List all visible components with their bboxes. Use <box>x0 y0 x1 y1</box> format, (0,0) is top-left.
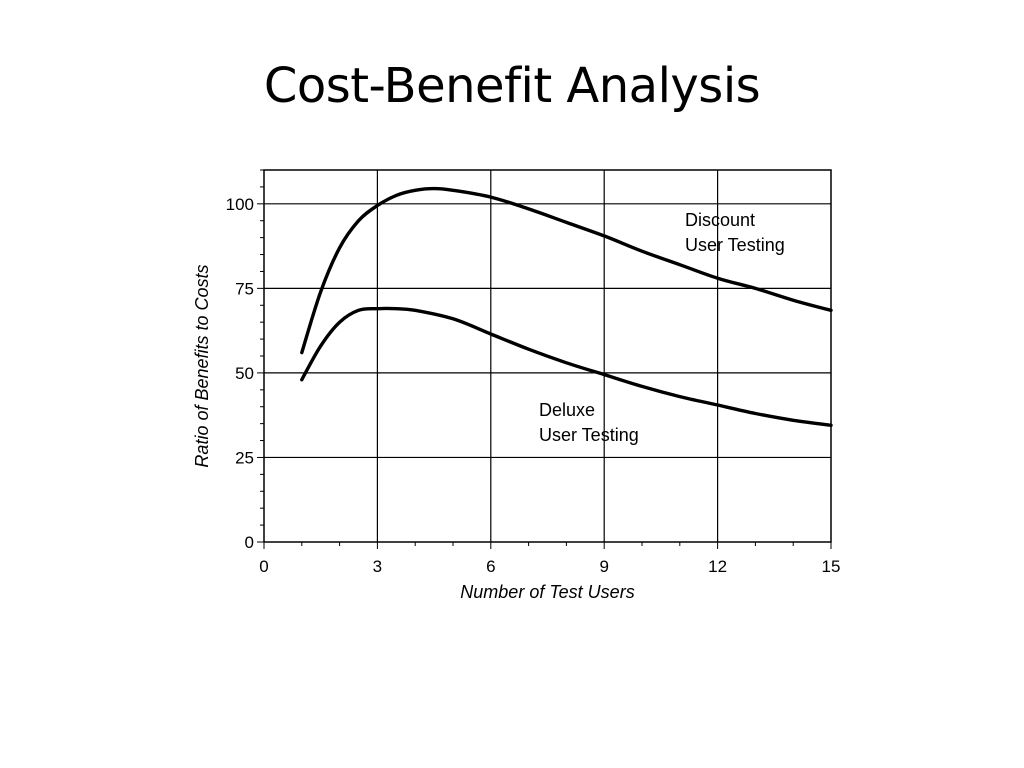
y-tick-label: 0 <box>245 533 254 552</box>
y-tick-label: 100 <box>226 195 254 214</box>
series-label-0-line-1: User Testing <box>685 235 785 255</box>
series-labels: Discount User Testing Deluxe User Testing <box>539 210 785 445</box>
series-lines <box>300 186 833 427</box>
y-tick-label: 25 <box>235 448 254 467</box>
x-tick-labels: 0 3 6 9 12 15 <box>259 557 840 576</box>
series-line-1 <box>300 306 833 427</box>
x-axis-title: Number of Test Users <box>460 582 634 602</box>
series-line-0 <box>300 186 833 355</box>
series-label-1-line-1: User Testing <box>539 425 639 445</box>
x-tick-label: 3 <box>373 557 382 576</box>
grid-lines <box>264 170 831 542</box>
x-tick-label: 15 <box>822 557 841 576</box>
y-tick-label: 75 <box>235 279 254 298</box>
y-axis-title: Ratio of Benefits to Costs <box>192 264 212 467</box>
series-label-1-line-0: Deluxe <box>539 400 595 420</box>
y-tick-label: 50 <box>235 364 254 383</box>
slide-title: Cost-Benefit Analysis <box>263 58 761 114</box>
x-tick-label: 9 <box>599 557 608 576</box>
x-tick-label: 12 <box>708 557 727 576</box>
series-label-0-line-0: Discount <box>685 210 755 230</box>
y-tick-labels: 0 25 50 75 100 <box>226 195 254 552</box>
x-tick-label: 6 <box>486 557 495 576</box>
x-tick-label: 0 <box>259 557 268 576</box>
plot-frame <box>263 169 832 543</box>
